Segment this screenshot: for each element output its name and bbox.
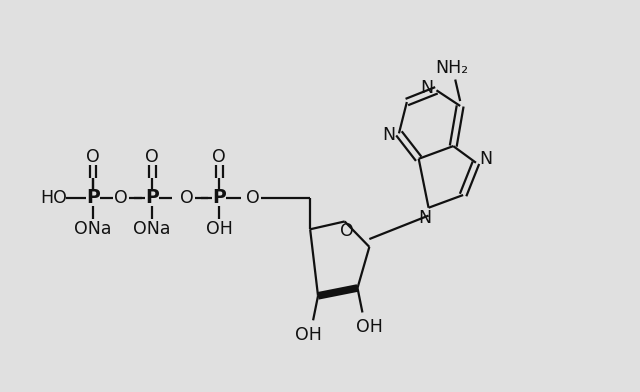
Text: NH₂: NH₂: [436, 59, 469, 77]
Text: O: O: [86, 148, 100, 166]
Text: O: O: [212, 148, 226, 166]
Text: P: P: [145, 189, 159, 207]
Text: OH: OH: [206, 220, 233, 238]
Text: ONa: ONa: [134, 220, 171, 238]
Text: N: N: [383, 126, 396, 144]
Text: O: O: [246, 189, 260, 207]
Text: O: O: [180, 189, 194, 207]
Text: N: N: [479, 150, 492, 168]
Text: ONa: ONa: [74, 220, 112, 238]
Text: N: N: [420, 79, 433, 97]
Text: N: N: [418, 209, 431, 227]
Text: O: O: [145, 148, 159, 166]
Text: P: P: [86, 189, 100, 207]
Text: OH: OH: [356, 318, 383, 336]
Text: P: P: [212, 189, 226, 207]
Text: O: O: [340, 222, 353, 240]
Text: HO: HO: [40, 189, 67, 207]
Text: OH: OH: [294, 326, 321, 344]
Text: O: O: [114, 189, 127, 207]
